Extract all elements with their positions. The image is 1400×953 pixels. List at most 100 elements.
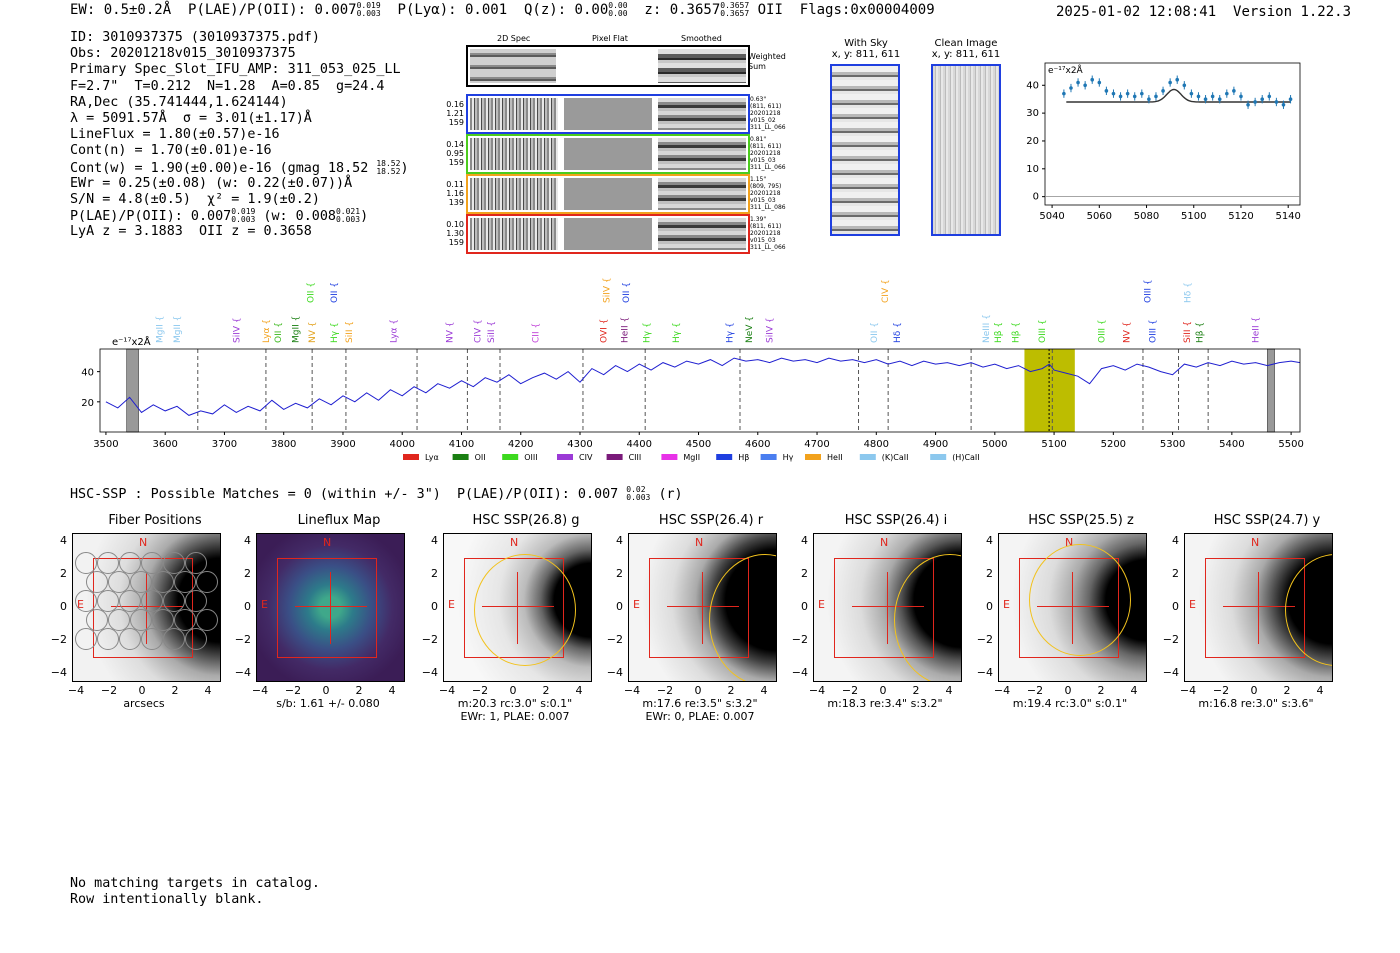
cutout-smooth <box>658 178 746 210</box>
zoom-data-point <box>1140 91 1144 96</box>
fiber-circle <box>119 628 141 650</box>
hsc-caption: arcsecs <box>123 697 165 710</box>
fiber-circle <box>86 609 108 631</box>
cutout-row-note: (811, 611) <box>750 143 782 150</box>
hsc-xtick: 0 <box>1250 684 1258 697</box>
spectrum-line-label: HeII { <box>1252 317 1262 343</box>
fiber-circle <box>119 552 141 574</box>
fiber-circle <box>196 609 218 631</box>
hsc-ytick: 4 <box>616 534 623 547</box>
info-lya: LyA z = 3.1883 OII z = 0.3658 <box>70 224 312 240</box>
spectrum-line-marker: OIII { <box>1148 319 1158 343</box>
spectrum-highlight <box>1024 349 1075 432</box>
spectrum-xtick-label: 3600 <box>152 439 177 450</box>
spectrum-line-label: MgII { <box>173 316 183 343</box>
spectrum-line-label: OVI { <box>600 319 610 343</box>
cutout-row-note: 20201218 <box>750 230 781 237</box>
col-smooth-label: Smoothed <box>681 34 722 43</box>
spectrum-line-marker: NV { <box>1122 322 1132 343</box>
hsc-caption: m:16.8 re:3.0" s:3.6" <box>1198 697 1314 710</box>
zoom-data-point <box>1225 91 1229 96</box>
spectrum-xtick-label: 5400 <box>1219 439 1244 450</box>
hsc-ytick: −2 <box>421 633 438 646</box>
hsc-caption: m:18.3 re:3.4" s:3.2" <box>827 697 943 710</box>
fiber-circle <box>152 571 174 593</box>
spectrum-line-marker: NeIII { <box>982 314 992 343</box>
spectrum-line-label: Hγ { <box>725 322 735 343</box>
cutout-flat <box>564 218 652 250</box>
cutout-row-values: 0.11 1.16 139 <box>444 180 464 207</box>
zoom-data-point <box>1097 80 1102 85</box>
hsc-xtick: −4 <box>438 684 456 697</box>
fiber-circle <box>108 571 130 593</box>
cutout-2d <box>470 178 558 210</box>
spectrum-xtick-label: 5000 <box>982 439 1007 450</box>
spectrum-upper-label: OII { <box>306 282 316 303</box>
zoom-model-line <box>1066 88 1291 103</box>
spectrum-xtick-label: 5100 <box>1041 439 1066 450</box>
fiber-circle <box>75 590 97 612</box>
hsc-xtick: 2 <box>542 684 550 697</box>
zoom-xtick-label: 5100 <box>1181 211 1206 222</box>
spectrum-legend-label: Hβ <box>738 453 749 462</box>
hsc-ytick: 4 <box>801 534 808 547</box>
weighted-sum-label: Weighted Sum <box>748 52 786 71</box>
spectrum-legend-swatch <box>661 454 678 460</box>
cutout-row <box>466 214 750 254</box>
hsc-ytick: 2 <box>60 567 67 580</box>
cutout-2d <box>470 98 558 130</box>
zoom-data-point <box>1232 89 1236 93</box>
cutout-row-note: (809, 795) <box>750 183 782 190</box>
spectrum-legend-swatch <box>805 454 821 460</box>
cutout-row-value: 159 <box>448 118 464 127</box>
compass-n: N <box>323 536 332 549</box>
fiber-circle <box>97 552 119 574</box>
spectrum-line-label: Lyα { <box>389 319 399 343</box>
spectrum-upper-label: OIII { <box>1144 279 1154 303</box>
hsc-panel-title: Lineflux Map <box>297 513 381 528</box>
zoom-data-point <box>1083 83 1087 88</box>
fiber-circle <box>174 609 196 631</box>
crosshair-h <box>667 606 739 607</box>
hsc-ytick: 0 <box>1172 600 1179 613</box>
spectrum-line-label: OII { <box>274 322 284 343</box>
hsc-xtick: 0 <box>1064 684 1072 697</box>
spectrum-line-label: HeII { <box>620 317 630 343</box>
fiber-circle <box>174 571 196 593</box>
spectrum-xtick-label: 5200 <box>1101 439 1126 450</box>
hsc-xtick: −2 <box>656 684 674 697</box>
spectrum-line-marker: Hδ { <box>893 322 903 343</box>
hsc-ytick: −2 <box>234 633 251 646</box>
spectrum-legend-label: MgII <box>683 453 700 462</box>
spectrum-line-label: SiII { <box>487 321 497 343</box>
spectrum-legend-swatch <box>557 454 573 460</box>
spectrum-xtick-label: 4100 <box>449 439 474 450</box>
zoom-data-point <box>1076 80 1080 85</box>
weighted-sum-box <box>466 45 750 87</box>
zoom-data-point <box>1125 91 1130 96</box>
zoom-data-point <box>1168 80 1172 85</box>
hsc-panel-image: N E <box>443 533 592 682</box>
ellipse-aperture <box>1029 544 1131 656</box>
zoom-data-point <box>1253 100 1257 104</box>
hsc-xtick: 4 <box>1316 684 1324 697</box>
spectrum-legend-label: Lyα <box>425 453 439 462</box>
spectrum-line-label: SiII { <box>1183 321 1193 343</box>
spectrum-line-marker: Hβ { <box>994 322 1004 343</box>
compass-n: N <box>510 536 519 549</box>
spectrum-xtick-label: 5500 <box>1278 439 1303 450</box>
fiber-circle <box>75 552 97 574</box>
hsc-xtick: 4 <box>204 684 212 697</box>
spectrum-legend-swatch <box>760 454 777 460</box>
zoom-data-point <box>1104 89 1109 93</box>
cutout-row-note: v015_03 <box>750 157 776 164</box>
zoom-data-point <box>1147 97 1151 101</box>
spectrum-line-label: OIII { <box>1148 319 1158 343</box>
fiber-circle <box>141 628 163 650</box>
cutout-row-value: 0.95 <box>446 149 464 158</box>
hsc-xtick: 4 <box>388 684 396 697</box>
spectrum-xtick-label: 3700 <box>212 439 237 450</box>
hsc-panel-image: N E <box>1184 533 1333 682</box>
spectrum-line-label: NeIII { <box>982 314 992 343</box>
spectrum-legend-swatch <box>452 454 469 460</box>
